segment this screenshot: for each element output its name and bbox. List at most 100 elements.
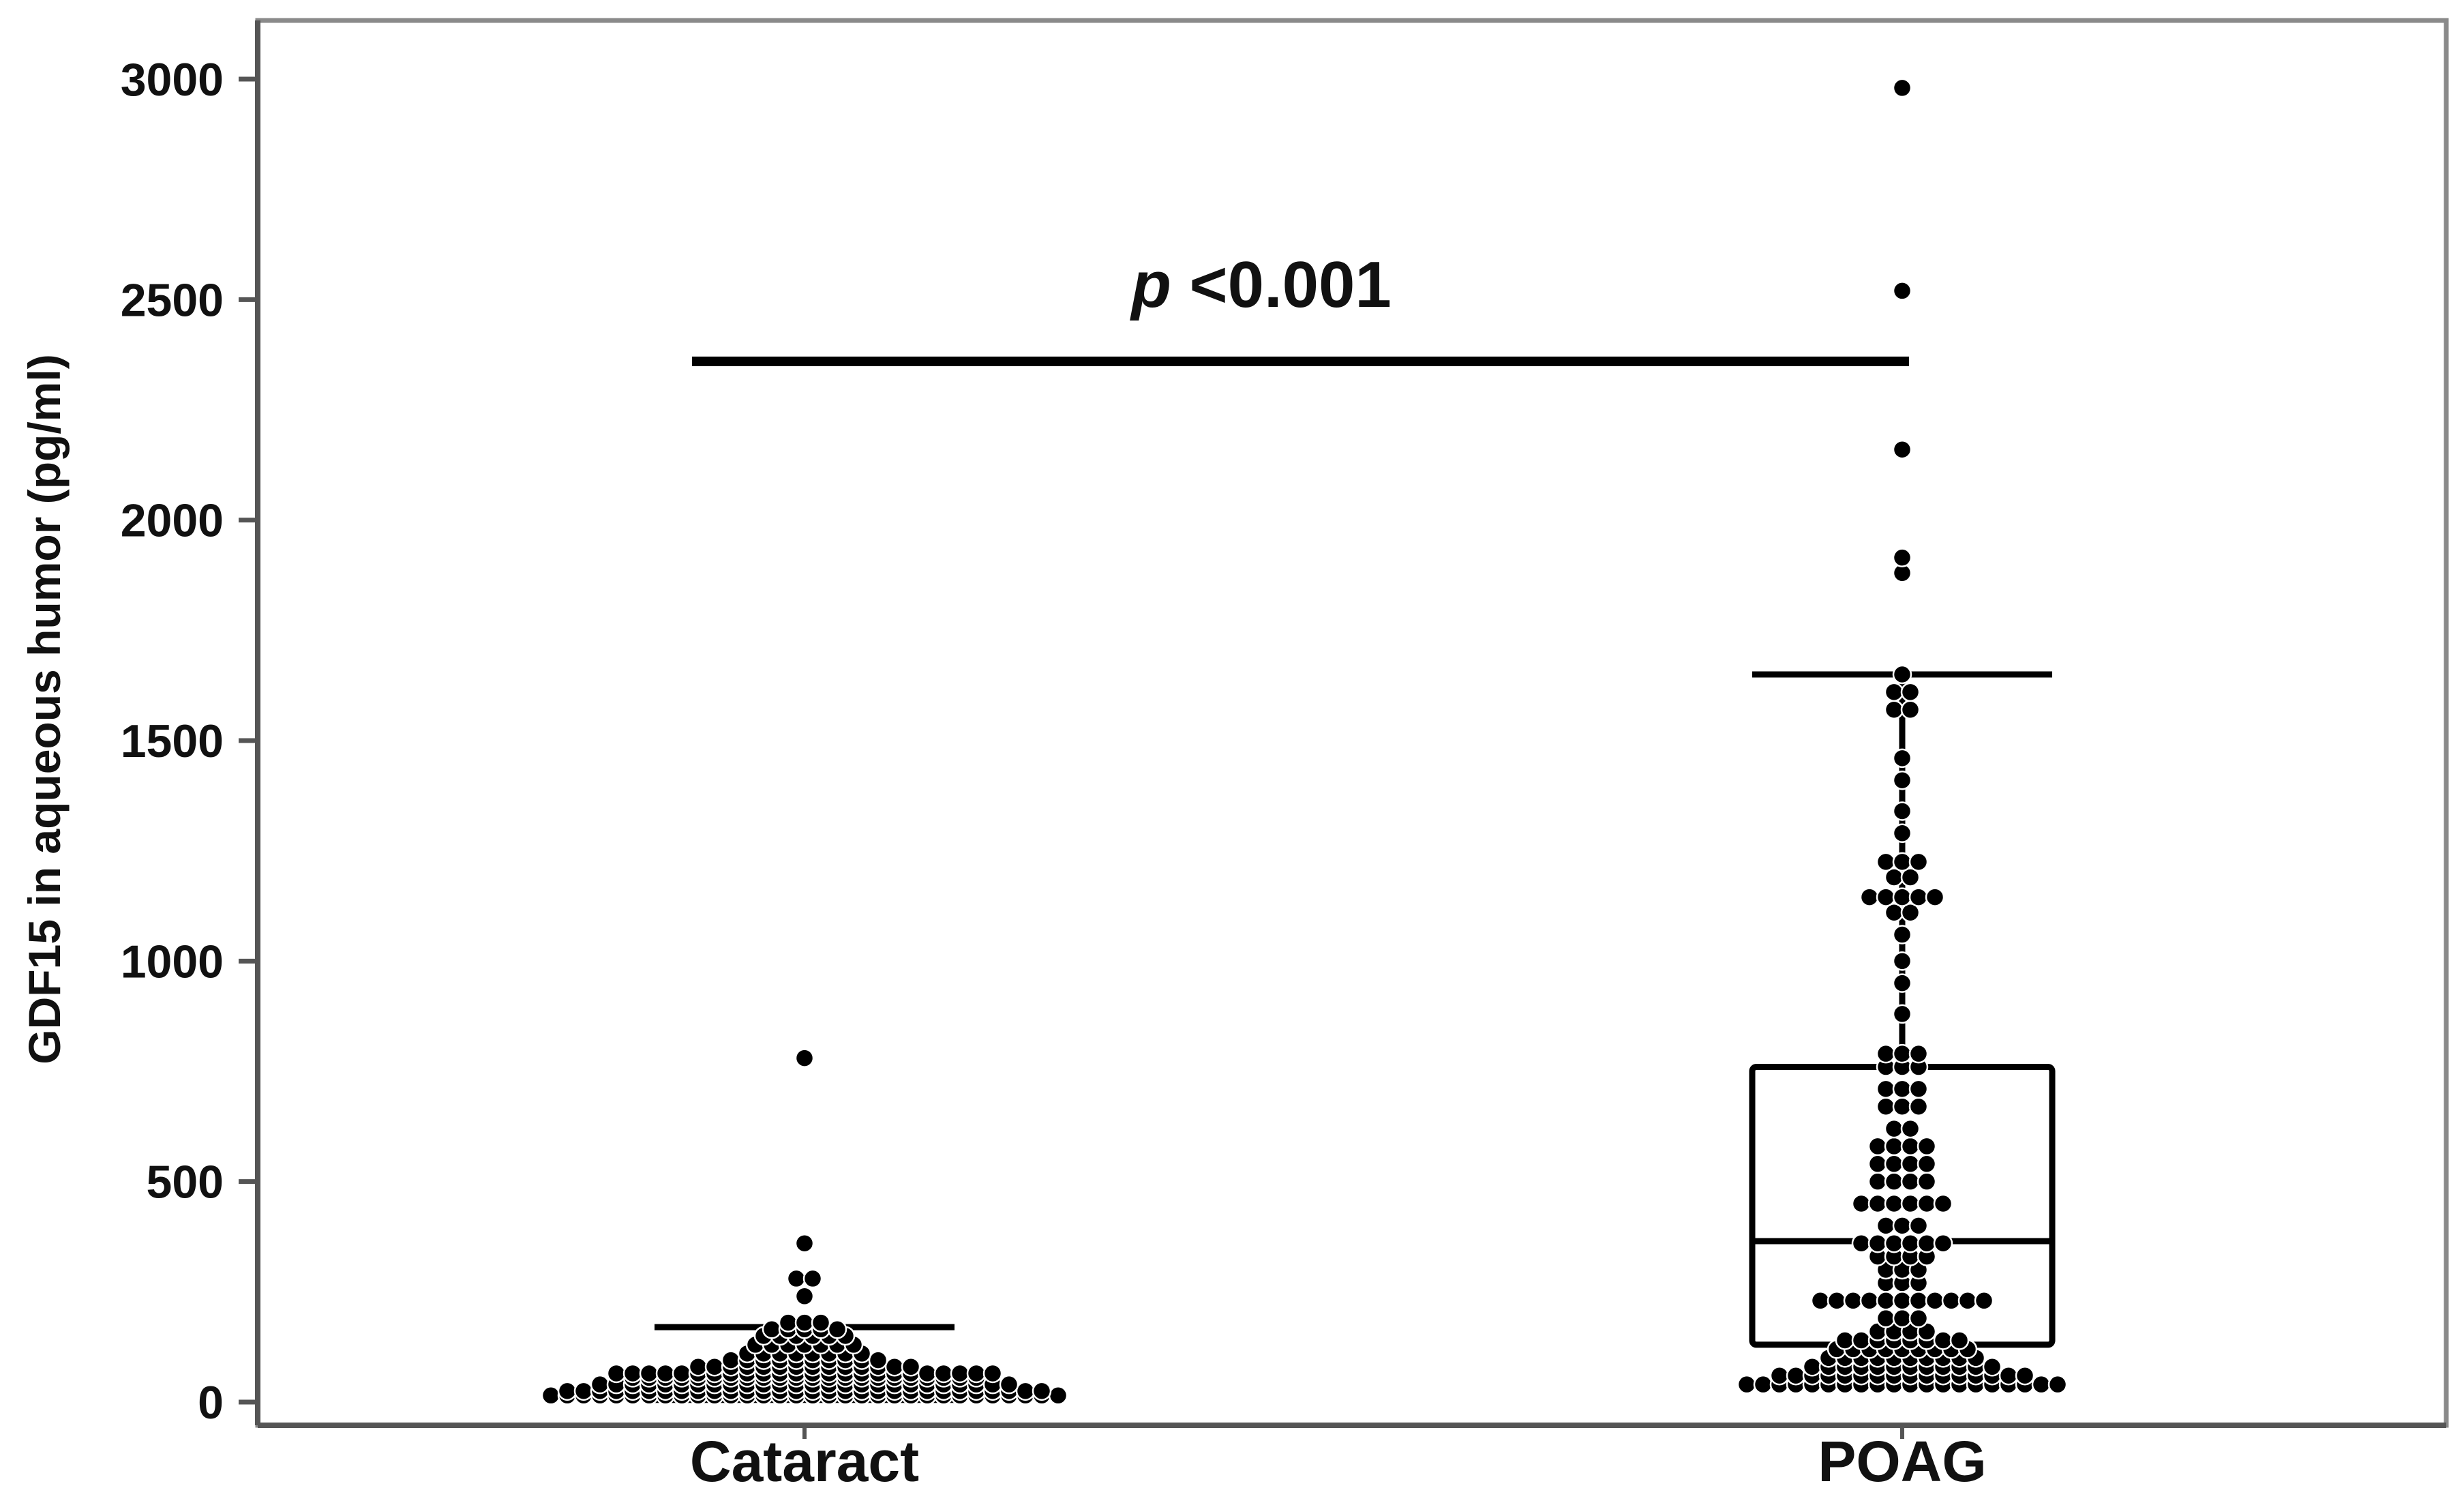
data-point (1892, 823, 1912, 844)
data-point (1933, 1330, 1953, 1350)
data-point (1925, 887, 1945, 907)
data-point (966, 1363, 987, 1384)
data-point (1900, 1172, 1921, 1191)
data-point (1908, 1291, 1929, 1311)
data-point (1892, 281, 1912, 301)
data-point (811, 1313, 831, 1333)
y-tick-label: 500 (147, 1157, 224, 1208)
data-point (1884, 1136, 1904, 1157)
data-point (1892, 1079, 1912, 1099)
data-point (1908, 1216, 1929, 1236)
data-point (557, 1381, 577, 1401)
data-point (794, 1048, 815, 1068)
data-point (1908, 1308, 1929, 1328)
data-point (721, 1350, 741, 1370)
data-point (1835, 1330, 1855, 1350)
data-point (1892, 1043, 1912, 1064)
data-point (1867, 1233, 1888, 1253)
data-point (762, 1320, 782, 1339)
data-point (1876, 1308, 1896, 1328)
data-point (1810, 1291, 1831, 1311)
data-point (794, 1233, 815, 1253)
p-value-text: <0.001 (1171, 248, 1392, 321)
data-point (1900, 902, 1921, 923)
data-point (1892, 548, 1912, 567)
data-point (573, 1381, 594, 1401)
data-point (1867, 1193, 1888, 1214)
data-point (1876, 1216, 1896, 1236)
data-point (1900, 1136, 1921, 1157)
data-point (1892, 1308, 1912, 1328)
data-point (1876, 1079, 1896, 1099)
data-point (1892, 1291, 1912, 1311)
data-point (933, 1363, 954, 1384)
y-axis-ticks: 0 500 1000 1500 2000 2500 3000 (121, 54, 258, 1429)
y-tick-label: 0 (198, 1377, 224, 1429)
data-point (1900, 682, 1921, 702)
data-point (1949, 1330, 1970, 1350)
data-point (1908, 1043, 1929, 1064)
data-point (1900, 1154, 1921, 1174)
data-point (1908, 852, 1929, 872)
data-point (1737, 1374, 1757, 1395)
data-point (1851, 1193, 1872, 1214)
plot-frame (255, 18, 2449, 1428)
data-point (884, 1357, 905, 1377)
data-point (1892, 664, 1912, 685)
data-point (590, 1374, 610, 1395)
data-point (1900, 867, 1921, 887)
data-point (1900, 1233, 1921, 1253)
x-tick-label-cataract: Cataract (690, 1429, 919, 1493)
data-point (786, 1268, 807, 1289)
data-point (1917, 1154, 1937, 1174)
data-point (1048, 1386, 1068, 1405)
data-point (622, 1363, 643, 1384)
data-point (1892, 1097, 1912, 1116)
data-point (1957, 1291, 1978, 1311)
data-point (917, 1363, 937, 1384)
data-point (1892, 801, 1912, 821)
data-point (868, 1350, 888, 1370)
box-plots (651, 671, 2056, 1403)
data-point (1892, 887, 1912, 907)
data-point (1974, 1291, 1994, 1311)
data-point (1892, 1004, 1912, 1024)
y-tick-label: 1500 (121, 715, 224, 767)
p-value-label: p <0.001 (1129, 248, 1392, 321)
x-tick-label-poag: POAG (1818, 1429, 1986, 1493)
data-point (1786, 1365, 1806, 1386)
data-point (802, 1268, 823, 1289)
data-point (672, 1363, 692, 1384)
data-point (1827, 1291, 1847, 1311)
data-point (1941, 1291, 1962, 1311)
x-axis-ticks: Cataract POAG (690, 1425, 1987, 1493)
data-point (606, 1363, 627, 1384)
data-point (1802, 1357, 1822, 1377)
data-point (1892, 770, 1912, 790)
data-point (1917, 1193, 1937, 1214)
data-point (1892, 951, 1912, 971)
data-point (1876, 1043, 1896, 1064)
data-point (950, 1363, 970, 1384)
data-point (794, 1286, 815, 1307)
data-point (1884, 1233, 1904, 1253)
data-point (1851, 1330, 1872, 1350)
data-point (1867, 1136, 1888, 1157)
data-point (1892, 78, 1912, 98)
data-point (639, 1363, 659, 1384)
data-point (1859, 887, 1880, 907)
data-point (1884, 1193, 1904, 1214)
data-point (1933, 1233, 1953, 1253)
data-point (541, 1386, 561, 1405)
p-value-prefix: p (1129, 248, 1171, 321)
data-point (1900, 1193, 1921, 1214)
data-point (1867, 1172, 1888, 1191)
data-point (1884, 1154, 1904, 1174)
data-point (1982, 1357, 2002, 1377)
data-point (1908, 1079, 1929, 1099)
data-point (1900, 700, 1921, 719)
data-point (1843, 1291, 1863, 1311)
data-point (1884, 700, 1904, 719)
data-point (1876, 1291, 1896, 1311)
